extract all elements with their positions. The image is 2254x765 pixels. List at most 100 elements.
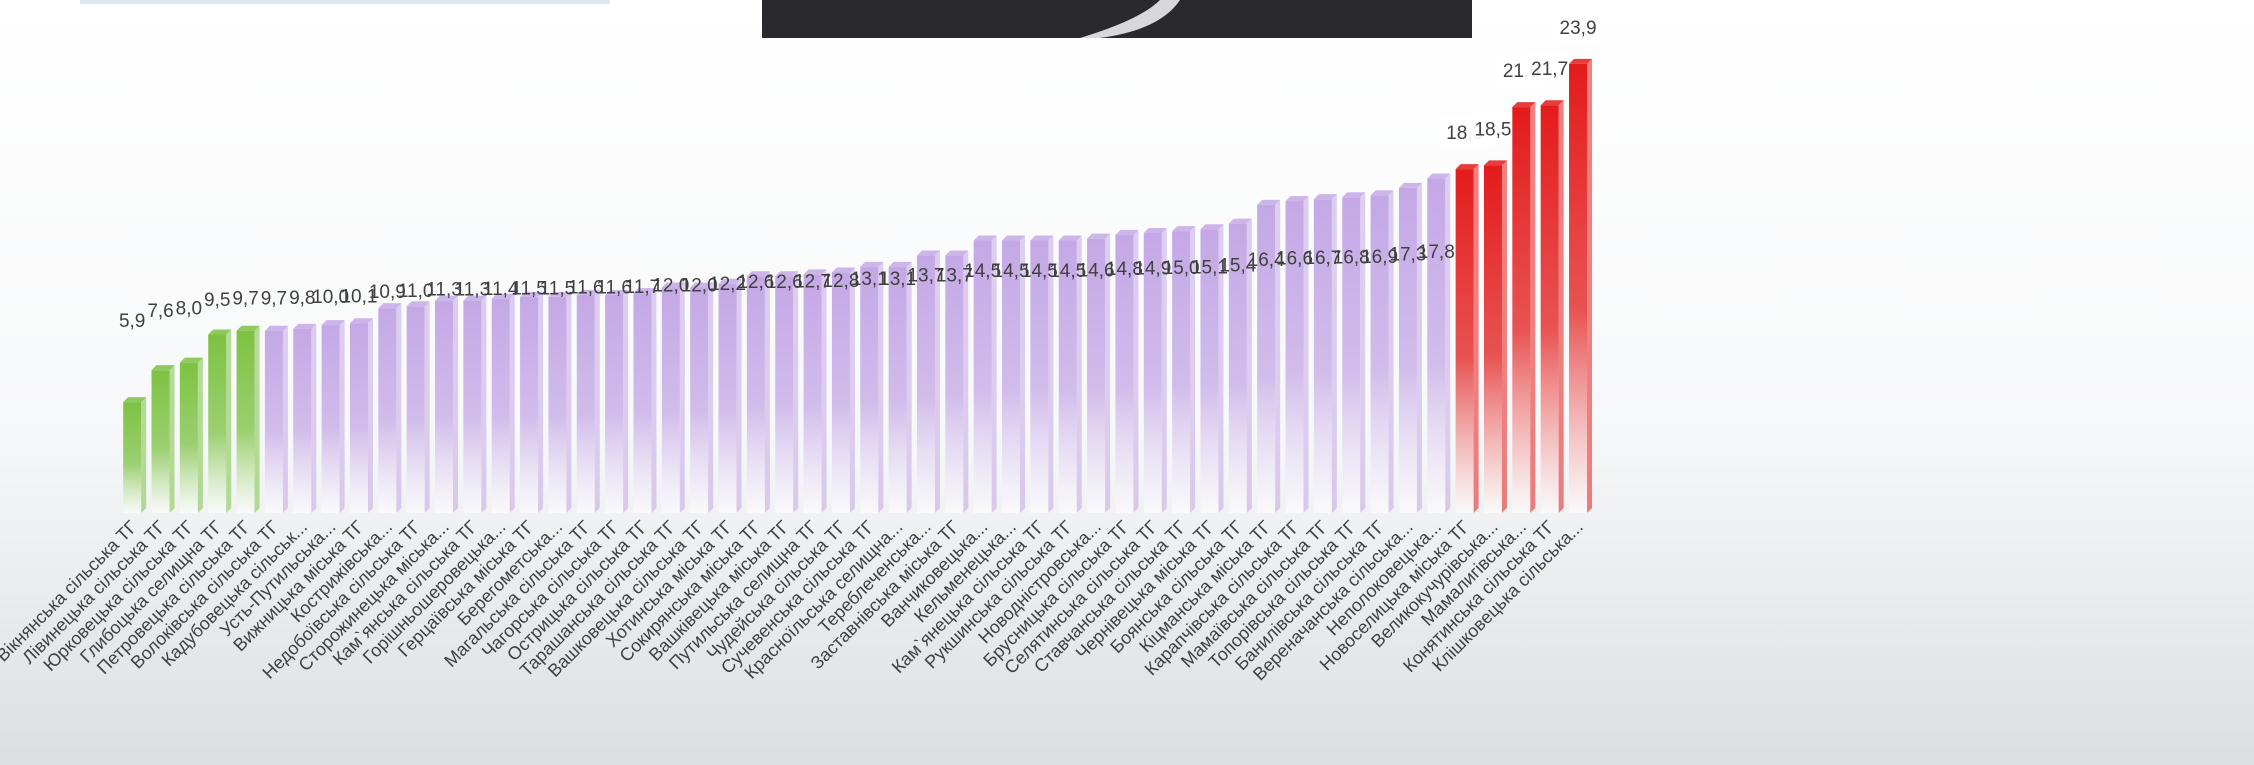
bar-side — [538, 291, 544, 513]
value-label: 14,9 — [1134, 259, 1171, 280]
value-label: 16,7 — [1304, 248, 1341, 269]
bar-cap — [1002, 235, 1026, 241]
bar-side — [764, 271, 770, 513]
bar-cap — [576, 290, 600, 296]
value-label: 10,0 — [312, 287, 349, 308]
bar — [293, 328, 312, 513]
value-label: 15,1 — [1191, 257, 1228, 278]
bar-cap — [1058, 235, 1082, 241]
bar-side — [1020, 235, 1026, 513]
value-label: 12,6 — [766, 272, 803, 293]
bar — [718, 283, 737, 513]
bar-side — [1530, 102, 1536, 513]
value-label: 9,5 — [204, 290, 230, 311]
bar-side — [453, 295, 459, 513]
value-label: 14,8 — [1106, 259, 1143, 280]
bar-side — [396, 303, 402, 513]
value-label: 14,5 — [993, 261, 1030, 282]
bar-side — [963, 250, 969, 514]
value-label: 12,7 — [794, 271, 831, 292]
bar — [151, 370, 170, 513]
value-label: 17,3 — [1389, 245, 1426, 266]
value-label: 11,7 — [625, 277, 661, 298]
bar-cap — [1285, 196, 1309, 202]
value-label: 13,1 — [879, 269, 916, 290]
bar — [945, 255, 964, 514]
bar-side — [1105, 233, 1111, 513]
bar-cap — [803, 269, 827, 275]
bar — [633, 293, 652, 513]
value-label: 12,0 — [681, 275, 718, 296]
bar-cap — [1342, 192, 1366, 198]
bar — [1087, 238, 1106, 513]
bar-side — [367, 318, 373, 513]
bar-cap — [690, 282, 714, 288]
value-label: 16,6 — [1276, 249, 1313, 270]
bar-cap — [605, 290, 629, 296]
value-label: 18,5 — [1474, 119, 1511, 140]
bar — [264, 330, 283, 513]
value-label: 12,6 — [737, 272, 774, 293]
bar-cap — [179, 357, 203, 363]
bar — [605, 295, 624, 513]
value-label: 11,6 — [596, 278, 632, 299]
bar — [1257, 204, 1276, 514]
bar — [1200, 229, 1219, 513]
bar — [803, 274, 822, 513]
bar — [1370, 195, 1389, 513]
bar-side — [1416, 182, 1422, 513]
bar-side — [821, 269, 827, 513]
bar-side — [169, 365, 175, 513]
bar — [349, 323, 368, 513]
bar — [746, 276, 765, 513]
bar-side — [1133, 229, 1139, 513]
bar-side — [1161, 228, 1167, 513]
value-label: 11,3 — [426, 279, 462, 300]
value-label: 13,7 — [936, 266, 973, 287]
bar-cap — [945, 250, 969, 256]
bar-cap — [1257, 199, 1281, 205]
top-strip — [80, 0, 610, 4]
bar-cap — [831, 267, 855, 273]
bar-cap — [208, 329, 232, 335]
bar-side — [594, 290, 600, 513]
bar — [1115, 234, 1134, 513]
bar — [321, 325, 340, 513]
bar-cap — [378, 303, 402, 309]
bar-cap — [463, 295, 487, 301]
value-label: 11,0 — [398, 281, 434, 302]
bar-cap — [435, 295, 459, 301]
value-label-box — [1525, 52, 1574, 85]
value-label: 11,5 — [540, 278, 576, 299]
bar-side — [1558, 100, 1564, 513]
value-label: 11,6 — [568, 278, 604, 299]
bar — [888, 266, 907, 513]
bar — [208, 334, 227, 513]
bar — [1569, 63, 1588, 514]
value-label: 10,9 — [369, 282, 406, 303]
value-label: 14,5 — [1049, 261, 1086, 282]
bar — [236, 330, 255, 513]
bar — [463, 300, 482, 513]
bar — [1455, 169, 1474, 513]
value-label: 10,1 — [340, 286, 377, 307]
bar-side — [1218, 224, 1224, 513]
bar — [1342, 197, 1361, 514]
bar — [1540, 105, 1559, 513]
bar-side — [141, 397, 147, 513]
bar — [775, 276, 794, 513]
bar-side — [1388, 190, 1394, 513]
bar-side — [1275, 199, 1281, 514]
value-label: 14,6 — [1078, 260, 1115, 281]
value-label: 13,1 — [851, 269, 888, 290]
bar — [973, 240, 992, 513]
value-label: 14,5 — [1021, 261, 1058, 282]
bar — [1143, 233, 1162, 513]
bar-cap — [1455, 164, 1479, 170]
bar-cap — [264, 325, 288, 331]
bar-side — [1501, 160, 1507, 513]
bar-side — [1246, 218, 1252, 513]
bar — [179, 362, 198, 513]
bar-cap — [293, 323, 317, 329]
bar — [860, 266, 879, 513]
